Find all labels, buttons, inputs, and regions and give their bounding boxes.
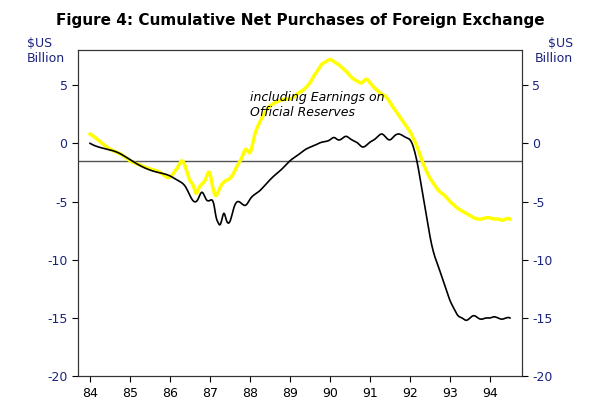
Text: including Earnings on
Official Reserves: including Earnings on Official Reserves xyxy=(250,91,385,119)
Text: $US
Billion: $US Billion xyxy=(535,37,573,65)
Text: $US
Billion: $US Billion xyxy=(27,37,65,65)
Text: Figure 4: Cumulative Net Purchases of Foreign Exchange: Figure 4: Cumulative Net Purchases of Fo… xyxy=(56,13,544,28)
